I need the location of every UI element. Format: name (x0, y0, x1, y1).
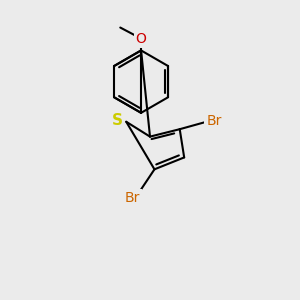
Text: Br: Br (206, 114, 222, 128)
Text: Br: Br (124, 191, 140, 205)
Text: O: O (136, 32, 146, 46)
Text: S: S (112, 113, 123, 128)
